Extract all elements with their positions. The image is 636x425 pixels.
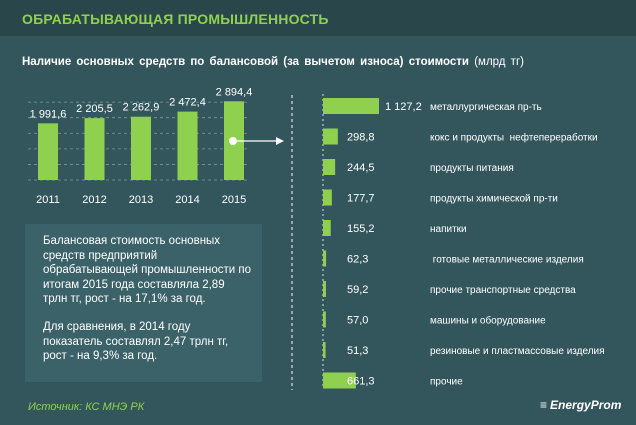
category-label: напитки (430, 224, 467, 235)
bar (177, 111, 198, 180)
bar (131, 116, 151, 180)
energyprom-logo: ≡ EnergyProm (540, 398, 621, 412)
x-tick-label: 2011 (36, 194, 60, 206)
commentary-paragraph-2: Для сравнения, в 2014 году показатель со… (43, 320, 229, 363)
category-label: продукты химической пр-ти (430, 194, 558, 205)
bar (38, 123, 58, 180)
data-label: 244,5 (347, 162, 375, 174)
x-tick-label: 2013 (129, 194, 153, 206)
category-label: кокс и продукты нефтепереработки (430, 132, 598, 144)
category-label: металлургическая пр-ть (430, 102, 542, 113)
data-label: 51,3 (347, 345, 368, 357)
bar (323, 342, 326, 358)
connector-arrowhead (276, 137, 284, 145)
x-tick-label: 2014 (175, 194, 199, 206)
category-label: продукты питания (430, 163, 514, 174)
logo-mark-icon: ≡ (540, 398, 548, 412)
bar (323, 311, 326, 328)
header-band: ОБРАБАТЫВАЮЩАЯ ПРОМЫШЛЕННОСТЬ (0, 0, 636, 36)
bar (323, 281, 326, 297)
data-label: 155,2 (347, 223, 375, 235)
category-label: резиновые и пластмассовые изделия (430, 346, 605, 357)
subtitle-unit: (млрд тг) (474, 56, 524, 68)
logo-text: EnergyProm (550, 398, 622, 412)
bar (323, 98, 379, 114)
commentary-box: Балансовая стоимость основных средств пр… (25, 224, 262, 382)
data-label: 57,0 (347, 315, 368, 327)
bar (323, 128, 338, 145)
bar (323, 372, 356, 389)
bar (323, 159, 336, 175)
data-label: 2 472,4 (169, 97, 206, 109)
category-label: прочие транспортные средства (430, 285, 576, 296)
commentary-paragraph-1: Балансовая стоимость основных средств пр… (43, 235, 251, 306)
data-label: 2 262,9 (123, 102, 160, 114)
data-label: 2 894,4 (216, 86, 253, 98)
category-label: готовые металлические изделия (430, 255, 584, 266)
yearly-bar-chart: 1 991,6 2011 2 205,5 2012 2 262,9 2013 2 472,4… (28, 86, 252, 206)
data-label: 177,7 (347, 193, 375, 205)
data-label: 661,3 (347, 376, 375, 388)
bar (84, 118, 105, 180)
connector-dot (229, 137, 237, 145)
bar (323, 250, 327, 267)
data-label: 298,8 (347, 132, 375, 144)
data-label: 59,2 (347, 284, 368, 296)
bar (323, 220, 331, 236)
data-label: 2 205,5 (76, 103, 113, 115)
subtitle-text: Наличие основных средств по балансовой (… (22, 56, 469, 68)
category-label: машины и оборудование (430, 315, 546, 327)
data-label: 1 127,2 (385, 101, 422, 113)
sector-bar-chart: 1 127,2 металлургическая пр-ть 298,8 кокс и… (322, 94, 605, 389)
x-tick-label: 2012 (82, 194, 106, 206)
bar (323, 189, 332, 206)
x-tick-label: 2015 (222, 194, 246, 206)
data-label: 1 991,6 (30, 108, 67, 120)
source-note: Источник: КС МНЭ РК (28, 401, 145, 413)
category-label: прочие (430, 377, 463, 388)
connector-arrow (229, 95, 293, 390)
data-label: 62,3 (347, 254, 368, 266)
page-title: ОБРАБАТЫВАЮЩАЯ ПРОМЫШЛЕННОСТЬ (22, 11, 329, 27)
chart-subtitle: Наличие основных средств по балансовой (… (22, 56, 524, 68)
